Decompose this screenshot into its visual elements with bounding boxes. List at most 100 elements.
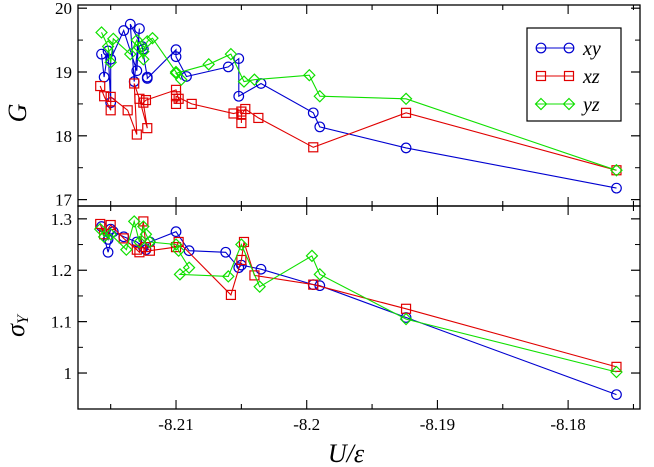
data-point-xz — [118, 233, 129, 244]
data-point-xz — [138, 97, 149, 108]
x-tick-label: -8.21 — [158, 415, 193, 434]
legend-marker — [534, 97, 548, 111]
data-point-xz — [170, 98, 182, 110]
legend-marker — [563, 42, 575, 54]
y-tick-label: 1.2 — [51, 261, 72, 280]
panel-bottom: 1 1.1 1.2 1.3 -8.21 -8.2 -8.19 -8.18 — [51, 205, 641, 434]
y-axis-title-bottom-subscript: Y — [15, 313, 32, 324]
y-tick-label: 1.1 — [51, 313, 72, 332]
data-point-xz — [308, 142, 319, 153]
data-point-xy — [105, 53, 117, 65]
data-point-yz — [169, 66, 183, 80]
data-point-xz — [249, 270, 260, 281]
data-point-xz — [95, 218, 106, 230]
data-point-xz — [238, 236, 250, 248]
data-point-yz — [610, 163, 623, 177]
data-point-xy — [314, 121, 326, 133]
legend: xy xz yz — [526, 27, 622, 122]
data-point-yz — [137, 52, 150, 66]
data-point-xz — [253, 112, 264, 124]
data-point-yz — [120, 243, 133, 257]
y-tick-label: 18 — [55, 127, 72, 146]
data-point-yz — [143, 235, 157, 249]
data-point-xy — [170, 44, 182, 56]
legend-marker — [535, 70, 547, 82]
data-point-xy — [131, 236, 143, 248]
data-point-xz — [225, 289, 237, 301]
data-point-yz — [172, 244, 185, 258]
data-point-xz — [173, 236, 184, 248]
legend-entry-xz: xz — [535, 66, 600, 88]
data-point-yz — [313, 89, 327, 103]
data-point-xz — [186, 98, 197, 110]
data-point-xz — [611, 165, 622, 176]
legend-entry-xy: xy — [535, 38, 601, 60]
data-point-xz — [105, 91, 116, 102]
data-point-yz — [169, 65, 183, 79]
data-point-yz — [237, 75, 251, 88]
data-point-xy — [134, 23, 145, 35]
data-point-yz — [137, 45, 150, 58]
data-point-xz — [99, 91, 110, 102]
legend-marker — [563, 70, 575, 82]
data-point-yz — [224, 47, 238, 61]
data-point-yz — [123, 47, 137, 61]
data-point-xy — [307, 107, 319, 119]
data-point-yz — [146, 31, 159, 45]
data-point-yz — [140, 35, 154, 48]
data-point-yz — [235, 238, 248, 251]
data-point-yz — [97, 230, 111, 244]
data-point-xy — [220, 246, 232, 258]
legend-label: yz — [581, 94, 600, 116]
panel-top: 17 18 19 20 — [55, 0, 641, 210]
data-point-yz — [133, 235, 146, 249]
data-point-xy — [233, 90, 245, 102]
data-point-xy — [181, 71, 192, 82]
legend-entry-yz: yz — [534, 94, 600, 116]
data-point-xy — [170, 226, 182, 238]
data-point-yz — [399, 92, 413, 106]
data-point-xz — [140, 94, 152, 106]
legend-marker — [535, 42, 547, 54]
data-point-xz — [105, 105, 116, 116]
data-point-yz — [610, 365, 623, 379]
legend-label: xz — [582, 66, 600, 88]
data-point-yz — [202, 57, 216, 71]
y-tick-label: 20 — [55, 0, 72, 18]
data-point-yz — [169, 238, 183, 251]
data-point-yz — [101, 40, 115, 53]
data-point-yz — [221, 270, 235, 283]
data-point-xz — [144, 245, 155, 256]
data-point-yz — [248, 73, 261, 87]
series-xz — [95, 78, 622, 176]
data-point-xy — [611, 389, 622, 401]
data-point-xy — [124, 18, 136, 30]
series-xz — [95, 216, 622, 372]
y-tick-label: 19 — [55, 63, 72, 82]
series-line-xz — [99, 221, 617, 368]
data-point-xy — [170, 51, 182, 63]
x-tick-label: -8.2 — [293, 415, 320, 434]
x-axis-title: U/ε — [328, 439, 365, 467]
series-line-yz — [101, 32, 617, 171]
data-point-yz — [173, 268, 187, 281]
data-point-yz — [253, 280, 267, 294]
data-point-xy — [222, 61, 234, 73]
y-tick-label: 1.3 — [51, 210, 72, 229]
data-point-xz — [308, 279, 319, 290]
x-tick-label: -8.19 — [420, 415, 455, 434]
data-point-xz — [400, 107, 412, 118]
data-point-yz — [313, 268, 327, 281]
data-point-xy — [233, 53, 245, 64]
data-point-yz — [106, 32, 120, 46]
data-point-xz — [173, 93, 184, 104]
y-tick-label: 17 — [55, 191, 73, 210]
data-point-yz — [104, 227, 118, 241]
legend-label: xy — [582, 38, 601, 60]
data-point-xy — [131, 65, 143, 77]
data-point-xz — [240, 103, 251, 115]
data-point-xz — [122, 105, 133, 116]
legend-marker — [562, 97, 576, 111]
y-axis-title-top: G — [3, 103, 32, 122]
